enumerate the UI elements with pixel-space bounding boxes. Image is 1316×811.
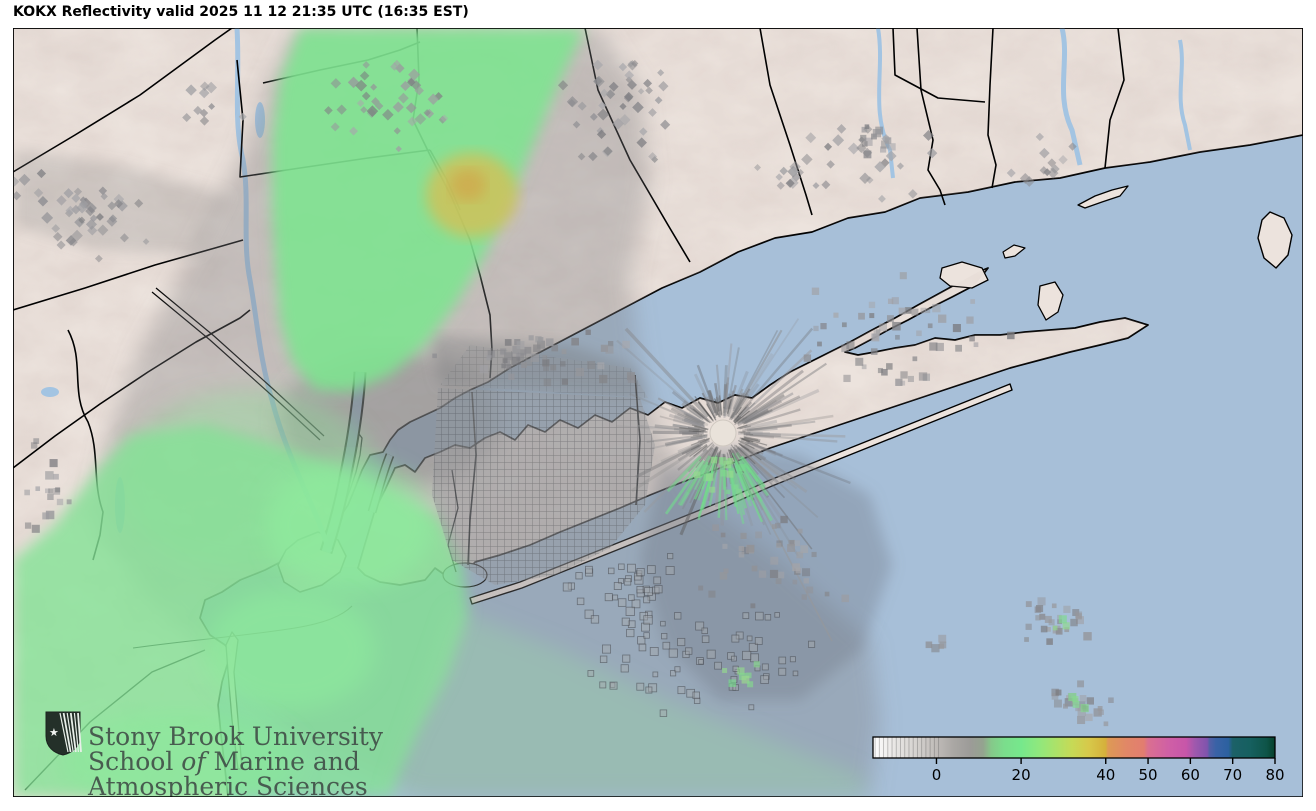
- logo-line1: Stony Brook University: [88, 722, 384, 751]
- radar-clutter-spokes: [616, 318, 851, 642]
- connecticut-river: [1059, 28, 1083, 166]
- fishers-island: [1077, 185, 1129, 209]
- radar-site-cone-of-silence: [709, 419, 737, 447]
- block-island: [1257, 211, 1293, 269]
- colorbar-tick-label: 60: [1181, 766, 1200, 784]
- colorbar: 0 20 40 50 60 70 80: [872, 736, 1285, 784]
- logo-line3: Atmospheric Sciences: [87, 772, 368, 801]
- shield-star: ★: [49, 726, 59, 739]
- colorbar-tick-label: 0: [932, 766, 942, 784]
- echo-green-northwest: [272, 28, 585, 392]
- colorbar-tick-label: 40: [1096, 766, 1115, 784]
- colorbar-tick-label: 80: [1265, 766, 1284, 784]
- echo-green-southeast-fade: [390, 610, 868, 797]
- stony-brook-logo: ★ Stony Brook University School of Marin…: [45, 711, 384, 801]
- clutter-grid-west-li: [432, 388, 655, 585]
- gardiners-island: [1037, 281, 1064, 321]
- page-title: KOKX Reflectivity valid 2025 11 12 21:35…: [13, 4, 469, 20]
- plum-island: [1002, 244, 1026, 259]
- colorbar-tick-label: 50: [1139, 766, 1158, 784]
- clutter-grid-sound: [440, 345, 648, 398]
- radar-echoes: [13, 28, 892, 797]
- thames-river: [1178, 39, 1192, 151]
- echo-orange-core: [450, 169, 486, 201]
- logo-line2: School of Marine and: [88, 747, 360, 776]
- colorbar-tick-label: 70: [1223, 766, 1242, 784]
- colorbar-tick-label: 20: [1012, 766, 1031, 784]
